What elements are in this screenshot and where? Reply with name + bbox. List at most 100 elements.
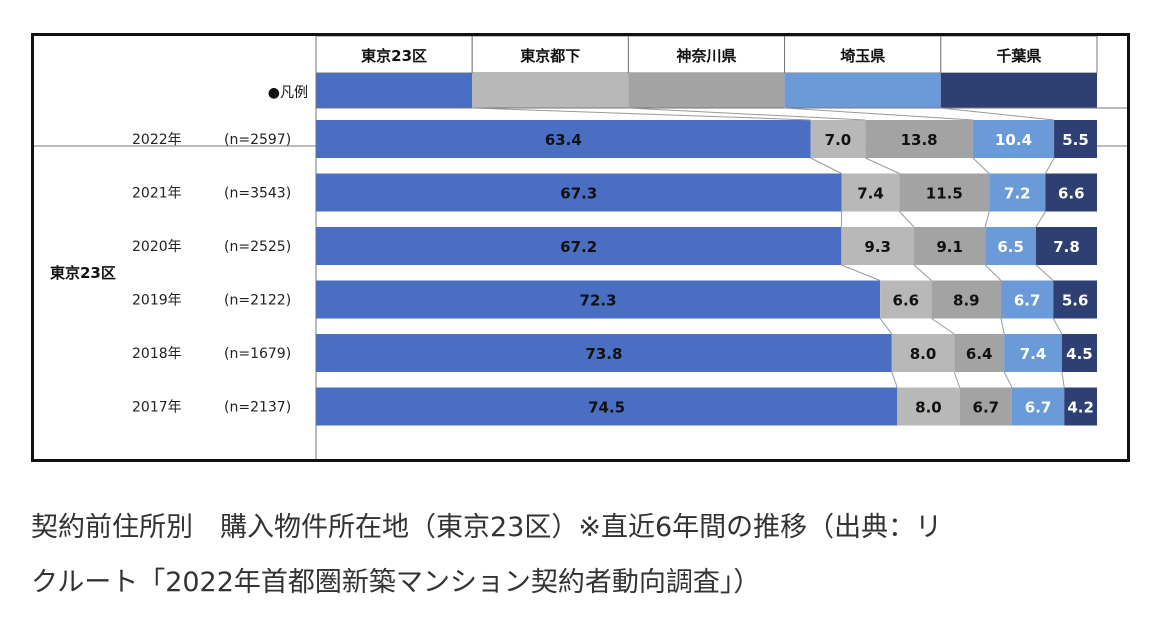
bar-segment [880,280,932,319]
legend-header-label: 埼玉県 [840,47,885,65]
bar-value-label: 67.2 [560,238,597,256]
legend-header-label: 神奈川県 [676,47,736,65]
bar-value-label: 8.9 [953,292,980,310]
bar-value-label: 6.6 [1058,185,1085,203]
legend-swatch [628,73,785,108]
connector-line [784,107,973,121]
legend-swatch [940,73,1097,108]
connector-line [984,264,1002,281]
bar-segment [1061,334,1097,372]
bar-segment [1064,387,1097,426]
bar-segment [891,334,955,372]
bar-segment [897,387,960,426]
connector-line [953,371,961,388]
row-year-label: 2018年 [132,346,182,362]
bar-segment [989,173,1046,212]
bar-value-label: 7.4 [1020,345,1047,363]
connector-line [472,107,811,121]
connector-line [931,318,955,335]
legend-header-label: 東京23区 [361,47,427,65]
bar-value-label: 5.5 [1062,131,1089,149]
row-n-label: (n=2525) [224,239,291,255]
connector-line [841,264,881,281]
bar-value-label: 6.5 [997,238,1024,256]
bar-segment [972,120,1055,158]
bar-segment [914,227,986,265]
bar-value-label: 74.5 [588,399,625,417]
chart-frame: 東京23区 東京都下 神奈川県 埼玉県 千葉県 ●凡例 東京23区 2022年 (n=2597)… [31,33,1130,462]
legend-header-label: 東京都下 [520,47,580,65]
bar-segment [1011,387,1065,426]
connector-line [1000,318,1005,335]
bar-segment [316,334,892,372]
row-n-label: (n=2122) [224,293,291,309]
bar-value-label: 4.2 [1067,399,1094,417]
bar-segment [985,227,1037,265]
bar-value-label: 63.4 [545,131,582,149]
connector-line [891,371,898,388]
row-n-label: (n=1679) [224,346,291,362]
bar-value-label: 67.3 [560,185,597,203]
bar-segment [1001,280,1054,319]
bar-value-label: 7.8 [1053,238,1080,256]
bar-segment [959,387,1012,426]
bar-value-label: 73.8 [585,345,622,363]
connector-line [1003,371,1013,388]
bar-value-label: 8.0 [915,399,942,417]
legend-header-cell [784,36,942,74]
caption-line-2: クルート「2022年首都圏新築マンション契約者動向調査」） [31,567,761,598]
connector-line [1035,264,1054,281]
bar-value-label: 6.7 [1025,399,1052,417]
bar-segment [1054,120,1097,158]
connector-line [972,157,990,174]
legend-swatch [472,73,629,108]
bar-value-label: 7.0 [825,131,852,149]
row-n-label: (n=2137) [224,400,291,416]
bar-value-label: 6.4 [966,345,993,363]
bar-segment [316,227,842,265]
bar-segment [954,334,1005,372]
bar-segment [841,227,915,265]
bar-value-label: 7.2 [1004,185,1031,203]
bar-segment [865,120,973,158]
bar-value-label: 9.3 [864,238,891,256]
row-year-label: 2017年 [132,400,182,416]
legend-header-cell [627,36,786,74]
connector-line [810,157,842,174]
legend-header-cell [471,36,629,74]
bar-segment [810,120,866,158]
bar-segment [316,173,842,212]
bar-value-label: 4.5 [1066,345,1093,363]
bar-value-label: 7.4 [857,185,884,203]
bar-value-label: 13.8 [901,131,938,149]
bar-value-label: 9.1 [936,238,963,256]
connector-line [913,264,932,281]
connector-line [628,107,866,121]
bar-value-label: 5.6 [1062,292,1089,310]
connector-line [984,211,990,228]
bar-segment [1045,173,1097,212]
legend-swatch [784,73,941,108]
row-year-label: 2019年 [132,293,182,309]
bar-value-label: 6.7 [973,399,1000,417]
connector-line [1061,371,1065,388]
row-year-label: 2021年 [132,186,182,202]
row-year-label: 2022年 [132,132,182,148]
connector-line [899,211,915,228]
connector-line [1052,318,1063,335]
row-year-label: 2020年 [132,239,182,255]
row-n-label: (n=2597) [224,132,291,148]
bar-segment [1004,334,1062,372]
bar-segment [931,280,1002,319]
connector-line [1035,211,1046,228]
bar-value-label: 8.0 [910,345,937,363]
bar-segment [316,280,881,319]
connector-line [1045,157,1055,174]
legend-swatch [316,73,473,108]
bar-segment [316,387,898,426]
bar-value-label: 6.7 [1014,292,1041,310]
legend-header-cell [940,36,1098,74]
bar-value-label: 11.5 [926,185,963,203]
bar-segment [1053,280,1097,319]
